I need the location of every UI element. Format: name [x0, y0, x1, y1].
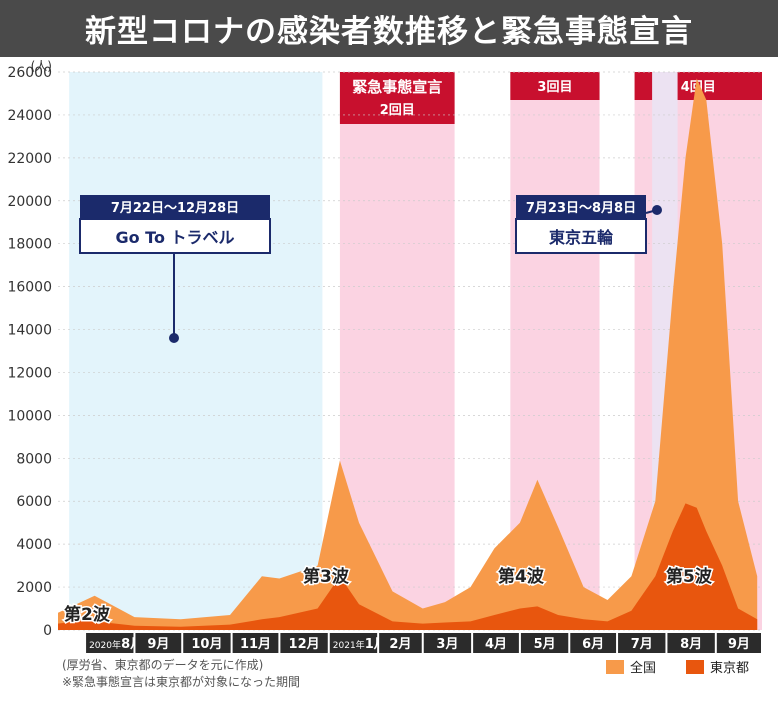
period-header-state3 — [510, 72, 600, 100]
y-tick-label: 14000 — [7, 323, 52, 339]
callout-date-bg-goto — [80, 195, 270, 219]
period-label-state2: 緊急事態宣言 — [352, 78, 442, 96]
month-label: 8月 — [680, 637, 702, 652]
month-cell — [183, 633, 231, 653]
month-year-prefix: 2020年 — [89, 639, 121, 651]
y-tick-label: 8000 — [16, 451, 52, 467]
y-tick-label: 26000 — [7, 65, 52, 81]
month-label: 9月 — [728, 637, 750, 652]
callout-name-bg-olympics — [515, 218, 647, 254]
series-areas — [58, 78, 758, 630]
y-axis: 0 2000 4000 6000 8000 10000 12000 14000 16000 180… — [7, 59, 52, 639]
series-area-1 — [58, 503, 758, 630]
month-cell — [135, 633, 182, 653]
month-label: 5月 — [534, 637, 556, 652]
month-cell — [716, 633, 761, 653]
legend-swatch-1 — [686, 660, 704, 674]
month-cell — [86, 633, 134, 653]
legend: 全国 東京都 — [606, 660, 749, 676]
legend-label-0: 全国 — [630, 660, 656, 676]
month-year-prefix: 2021年 — [333, 639, 365, 651]
month-cell — [280, 633, 328, 653]
legend-swatch-0 — [606, 660, 624, 674]
y-unit-label: (人) — [31, 59, 52, 73]
month-label: 2月 — [389, 637, 411, 652]
wave-label: 第2波 — [64, 604, 111, 625]
wave-label: 第5波 — [666, 566, 713, 587]
period-label-state3: 3回目 — [537, 80, 572, 95]
month-cell — [329, 633, 378, 653]
month-cell — [473, 633, 519, 653]
month-cell — [520, 633, 569, 653]
month-label: 12月 — [289, 637, 320, 652]
month-cell — [570, 633, 617, 653]
callout-date-goto: 7月22日～12月28日 — [111, 201, 239, 216]
wave-label: 第4波 — [498, 566, 545, 587]
y-tick-label: 10000 — [7, 408, 52, 424]
callout-date-bg-olympics — [516, 195, 646, 219]
y-tick-label: 6000 — [16, 494, 52, 510]
y-tick-label: 24000 — [7, 108, 52, 124]
month-label: 9月 — [147, 637, 169, 652]
period-band-goto — [69, 72, 323, 630]
y-tick-label: 0 — [43, 623, 52, 639]
month-label: 11月 — [240, 637, 271, 652]
wave-label: 第3波 — [303, 566, 350, 587]
month-label: 6月 — [582, 637, 604, 652]
callout-name-olympics: 東京五輪 — [549, 228, 614, 247]
month-cell — [379, 633, 422, 653]
y-tick-label: 12000 — [7, 365, 52, 381]
month-cell — [667, 633, 715, 653]
period-label-state2: 2回目 — [380, 103, 415, 118]
y-tick-label: 2000 — [16, 580, 52, 596]
period-note: ※緊急事態宣言は東京都が対象になった期間 — [62, 675, 301, 689]
callout-dot-olympics — [652, 205, 662, 215]
y-tick-label: 16000 — [7, 280, 52, 296]
month-cell — [423, 633, 472, 653]
chart-title: 新型コロナの感染者数推移と緊急事態宣言 — [0, 0, 778, 57]
y-tick-label: 4000 — [16, 537, 52, 553]
y-tick-label: 20000 — [7, 194, 52, 210]
month-label: 3月 — [436, 637, 458, 652]
month-cell — [618, 633, 666, 653]
period-header-state2 — [339, 72, 455, 124]
callout-date-olympics: 7月23日～8月8日 — [526, 201, 636, 216]
callout-dot-goto — [169, 333, 179, 343]
y-tick-label: 18000 — [7, 237, 52, 253]
legend-label-1: 東京都 — [710, 660, 749, 676]
month-cell — [232, 633, 279, 653]
x-axis: 2020年 8月 9月 10月 11月 12月 2021年 1月 2月 3月 4月 5月 6月 7月 8月 9… — [86, 633, 761, 653]
month-label: 7月 — [631, 637, 653, 652]
source-note: (厚労省、東京都のデータを元に作成) — [62, 658, 264, 672]
month-label: 4月 — [485, 637, 507, 652]
month-label: 10月 — [191, 637, 222, 652]
callout-name-goto: Go To トラベル — [115, 228, 234, 247]
y-tick-label: 22000 — [7, 151, 52, 167]
